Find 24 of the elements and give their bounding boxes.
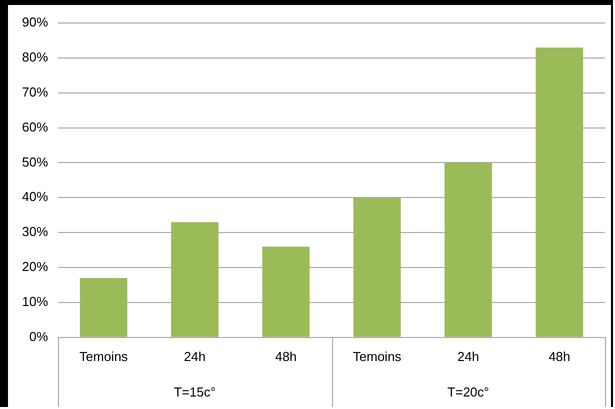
y-tick-label: 0% bbox=[29, 328, 48, 344]
bar bbox=[80, 278, 128, 337]
x-tick-label: 48h bbox=[275, 348, 297, 364]
y-tick-label: 80% bbox=[22, 50, 48, 65]
x-tick-label: 48h bbox=[548, 348, 570, 364]
y-tick-label: 60% bbox=[22, 119, 48, 134]
y-tick-label: 70% bbox=[22, 84, 48, 100]
y-tick-label: 10% bbox=[22, 294, 48, 310]
text: T=15c° bbox=[174, 384, 216, 400]
text: T=20c° bbox=[447, 384, 490, 400]
y-tick-label: 30% bbox=[22, 224, 48, 240]
bar bbox=[353, 198, 401, 337]
y-tick-label: 50% bbox=[22, 154, 48, 170]
y-tick-label: 90% bbox=[22, 14, 48, 30]
y-tick-label: 20% bbox=[22, 259, 48, 274]
x-tick-label: 24h bbox=[184, 348, 206, 364]
x-tick-label: Temoins bbox=[79, 348, 128, 364]
y-tick-label: 40% bbox=[22, 189, 48, 204]
bar bbox=[262, 246, 310, 337]
bar bbox=[536, 47, 584, 337]
x-tick-label: 24h bbox=[457, 348, 480, 364]
bar bbox=[171, 222, 218, 337]
bar bbox=[444, 162, 492, 337]
x-tick-label: Temoins bbox=[352, 348, 402, 364]
